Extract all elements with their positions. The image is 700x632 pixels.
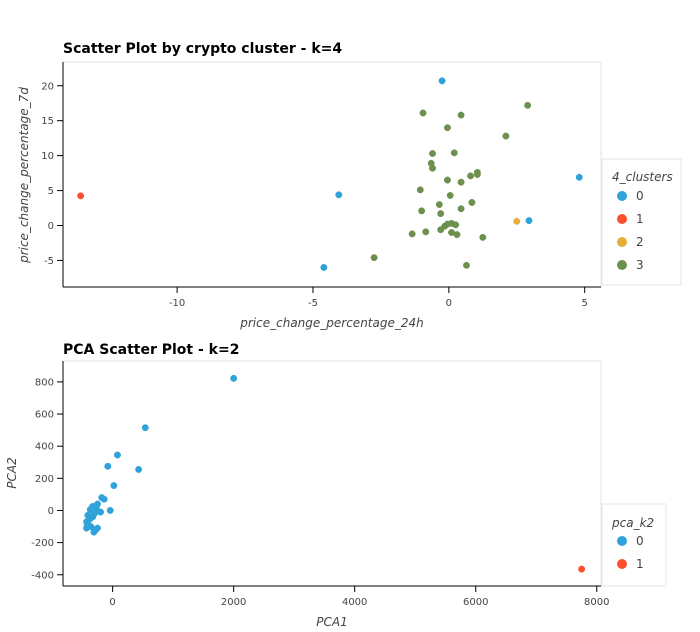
chart-2-x-tick-label: 6000 (463, 597, 488, 608)
chart-2-y-tick-label: -200 (31, 538, 54, 549)
chart-1-point-cluster-3[interactable] (453, 231, 461, 239)
chart-1-legend-label-2[interactable]: 2 (636, 235, 644, 249)
chart-1-y-tick-label: 10 (41, 151, 54, 162)
chart-1-y-tick-label: 15 (41, 116, 54, 127)
chart-1-point-cluster-3[interactable] (418, 207, 426, 215)
chart-2-y-tick-label: 800 (35, 377, 54, 388)
chart-1-x-tick-label: -5 (308, 298, 318, 309)
chart-1-legend-label-0[interactable]: 0 (636, 189, 644, 203)
chart-2-point-cluster-0[interactable] (114, 451, 121, 459)
chart-2-point-cluster-0[interactable] (100, 495, 108, 503)
chart-1-point-cluster-3[interactable] (457, 111, 465, 119)
chart-1-y-label: price_change_percentage_7d (17, 87, 31, 264)
chart-1-legend-label-3[interactable]: 3 (636, 258, 644, 272)
chart-1-point-cluster-3[interactable] (468, 199, 476, 206)
chart-2-legend-label-1[interactable]: 1 (636, 557, 644, 571)
chart-2-y-tick-label: 400 (35, 442, 54, 453)
chart-2-y-label: PCA2 (5, 457, 19, 488)
chart-2-point-cluster-0[interactable] (230, 374, 238, 382)
chart-1-point-cluster-3[interactable] (452, 221, 460, 229)
chart-1: Scatter Plot by crypto cluster - k=4 -10… (17, 41, 682, 330)
chart-1-y-tick-label: 0 (48, 221, 54, 232)
chart-2-y-tick-label: 600 (35, 410, 54, 421)
chart-1-point-cluster-3[interactable] (444, 176, 451, 184)
chart-2-point-cluster-0[interactable] (141, 424, 149, 432)
chart-1-legend-swatch-2 (617, 237, 627, 247)
chart-1-point-cluster-3[interactable] (408, 230, 416, 238)
chart-1-legend-swatch-3 (617, 260, 627, 270)
chart-2-point-cluster-1[interactable] (578, 565, 586, 573)
chart-1-legend-swatch-0 (617, 191, 627, 201)
chart-2-point-cluster-0[interactable] (135, 466, 143, 473)
chart-2-point-cluster-0[interactable] (106, 507, 114, 514)
chart-2-x-label: PCA1 (316, 615, 347, 629)
chart-1-point-cluster-3[interactable] (429, 164, 436, 172)
chart-2-y-tick-label: 200 (35, 474, 54, 485)
chart-2-point-cluster-0[interactable] (97, 508, 104, 516)
chart-1-legend[interactable]: 4_clusters 0 1 2 3 (601, 158, 682, 286)
chart-2-legend-title: pca_k2 (611, 516, 654, 530)
chart-1-legend-title: 4_clusters (612, 170, 673, 184)
chart-1-point-cluster-3[interactable] (429, 150, 436, 157)
chart-1-legend-label-1[interactable]: 1 (636, 212, 644, 226)
chart-2: PCA Scatter Plot - k=2 0 2000 4000 6000 8000… (5, 342, 667, 629)
chart-1-point-cluster-3[interactable] (479, 233, 487, 241)
chart-2-point-cluster-0[interactable] (110, 482, 118, 490)
chart-1-y-tick-label: -5 (44, 256, 54, 267)
chart-1-point-cluster-3[interactable] (437, 210, 445, 218)
chart-1-point-cluster-3[interactable] (422, 228, 430, 236)
chart-2-x-tick-label: 4000 (342, 597, 367, 608)
chart-1-x-tick-label: -10 (169, 298, 185, 309)
chart-1-point-cluster-3[interactable] (444, 124, 451, 132)
chart-1-point-cluster-3[interactable] (463, 261, 470, 269)
chart-2-x-tick-label: 8000 (584, 597, 609, 608)
chart-2-point-cluster-0[interactable] (87, 523, 95, 530)
chart-2-plot-frame (62, 360, 602, 587)
chart-1-legend-swatch-1 (617, 214, 627, 224)
chart-1-point-cluster-2[interactable] (513, 217, 521, 225)
chart-2-legend-swatch-1 (617, 559, 627, 569)
chart-2-y-tick-label: -400 (31, 570, 54, 581)
chart-2-x-tick-label: 2000 (221, 597, 246, 608)
chart-2-y-tick-label: 0 (48, 506, 54, 517)
chart-1-point-cluster-3[interactable] (467, 172, 475, 180)
chart-1-point-cluster-3[interactable] (524, 101, 532, 109)
chart-1-point-cluster-3[interactable] (457, 178, 465, 186)
chart-1-point-cluster-3[interactable] (457, 205, 465, 213)
chart-2-legend-box (601, 503, 667, 587)
chart-1-point-cluster-0[interactable] (525, 217, 533, 225)
chart-2-point-cluster-0[interactable] (104, 462, 112, 470)
chart-1-point-cluster-3[interactable] (473, 171, 481, 178)
chart-1-legend-box (601, 158, 682, 286)
chart-1-point-cluster-0[interactable] (438, 77, 446, 85)
chart-1-point-cluster-3[interactable] (502, 132, 510, 140)
chart-1-x-label: price_change_percentage_24h (239, 316, 423, 330)
chart-1-point-cluster-3[interactable] (450, 149, 458, 157)
chart-1-x-tick-label: 0 (446, 298, 452, 309)
chart-1-point-cluster-3[interactable] (437, 226, 445, 234)
chart-2-title: PCA Scatter Plot - k=2 (63, 342, 239, 358)
chart-1-point-cluster-3[interactable] (435, 201, 443, 208)
chart-1-y-tick-label: 20 (41, 81, 54, 92)
chart-1-point-cluster-0[interactable] (335, 191, 343, 199)
chart-1-point-cluster-1[interactable] (77, 192, 85, 200)
chart-2-point-cluster-0[interactable] (92, 526, 100, 534)
chart-1-plot-frame (62, 61, 602, 288)
chart-1-point-cluster-3[interactable] (446, 192, 454, 199)
chart-1-point-cluster-3[interactable] (370, 254, 378, 262)
chart-2-x-tick-label: 0 (109, 597, 115, 608)
chart-1-point-cluster-0[interactable] (575, 173, 583, 181)
chart-1-point-cluster-3[interactable] (416, 186, 424, 194)
chart-1-x-tick-label: 5 (582, 298, 588, 309)
chart-2-legend[interactable]: pca_k2 0 1 (601, 503, 667, 587)
chart-1-point-cluster-3[interactable] (419, 109, 427, 117)
chart-2-legend-label-0[interactable]: 0 (636, 534, 644, 548)
chart-1-point-cluster-0[interactable] (320, 263, 328, 271)
chart-1-title: Scatter Plot by crypto cluster - k=4 (63, 41, 342, 57)
chart-2-legend-swatch-0 (617, 536, 627, 546)
chart-1-y-tick-label: 5 (48, 186, 54, 197)
